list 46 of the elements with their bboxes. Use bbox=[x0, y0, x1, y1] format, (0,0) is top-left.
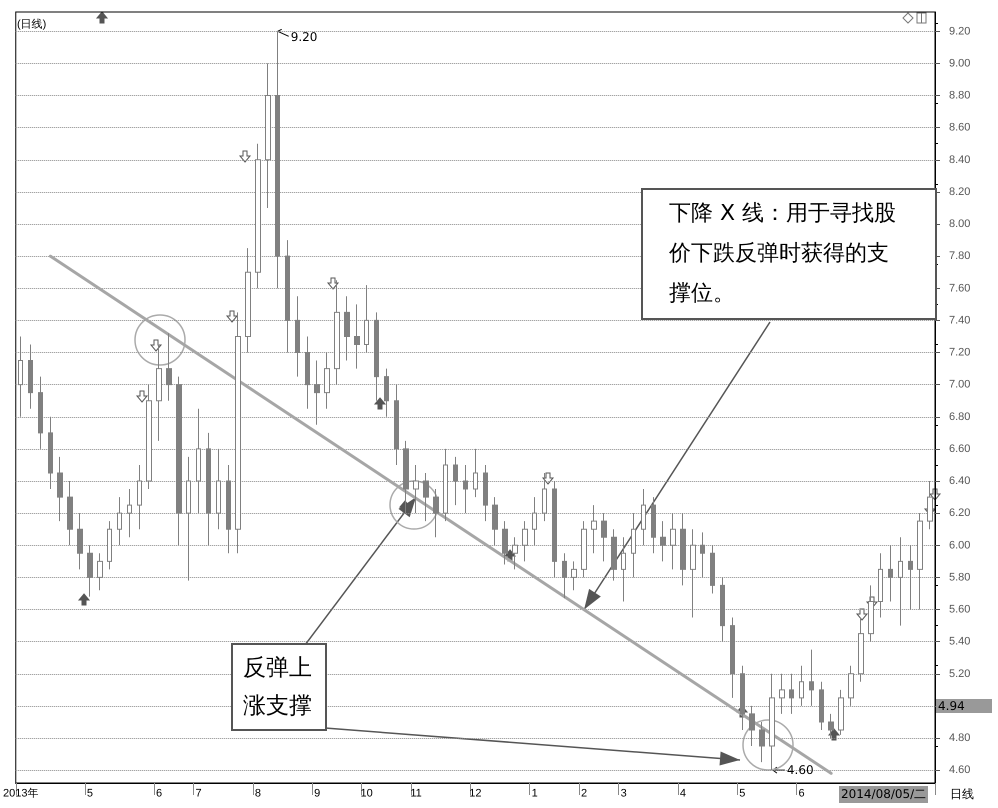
y-tick-label: 5.60 bbox=[949, 604, 970, 616]
x-tick-label: 5 bbox=[739, 788, 746, 800]
text: (日线) bbox=[17, 18, 46, 30]
y-tick-label: 7.40 bbox=[949, 314, 970, 326]
y-tick-label: 7.60 bbox=[949, 282, 970, 294]
y-tick-label: 6.00 bbox=[949, 539, 970, 552]
x-tick-label: 5 bbox=[86, 788, 93, 800]
y-tick-label: 8.20 bbox=[949, 186, 970, 198]
x-tick-label: 2 bbox=[581, 788, 588, 800]
y-tick-label: 6.80 bbox=[949, 410, 970, 423]
text: 2014/08/05/二 bbox=[839, 786, 928, 803]
y-tick-label: 6.40 bbox=[949, 475, 970, 488]
x-tick-label: 6 bbox=[156, 788, 162, 800]
y-tick-label: 5.20 bbox=[949, 668, 970, 680]
y-tick-label: 8.60 bbox=[949, 122, 970, 134]
x-tick-label: 6 bbox=[798, 788, 805, 800]
annotation: 反弹上涨支撑 bbox=[231, 643, 327, 731]
x-tick-label: 8 bbox=[254, 788, 261, 800]
y-tick-label: 9.00 bbox=[949, 57, 970, 70]
x-tick-label: 4 bbox=[680, 788, 686, 800]
text: 日线 bbox=[950, 786, 974, 803]
y-tick-label: 9.20 bbox=[949, 25, 970, 38]
x-tick-label: 2013年 bbox=[2, 788, 38, 800]
x-tick-label: 7 bbox=[196, 788, 202, 800]
y-tick-label: 7.20 bbox=[949, 346, 970, 359]
y-tick-label: 4.80 bbox=[949, 732, 970, 744]
x-tick-label: 3 bbox=[620, 788, 627, 800]
x-tick-label: 12 bbox=[469, 788, 482, 800]
y-tick-label: 8.40 bbox=[949, 154, 970, 166]
annotation: 9.20 bbox=[290, 30, 318, 44]
y-tick-label: 6.60 bbox=[949, 442, 970, 455]
y-tick-label: 8.00 bbox=[949, 218, 970, 230]
y-tick-label: 5.40 bbox=[949, 636, 970, 648]
x-tick-label: 1 bbox=[532, 788, 538, 800]
y-tick-label: 7.00 bbox=[949, 378, 970, 391]
y-tick-label: 8.80 bbox=[949, 90, 970, 102]
text: 4.94 bbox=[936, 699, 992, 713]
annotation: 4.60 bbox=[786, 763, 814, 778]
x-tick-label: 10 bbox=[360, 788, 373, 800]
y-tick-label: 6.20 bbox=[949, 507, 970, 520]
y-tick-label: 5.80 bbox=[949, 571, 970, 584]
x-tick-label: 9 bbox=[314, 788, 320, 800]
y-tick-label: 7.80 bbox=[949, 250, 970, 262]
x-tick-label: 11 bbox=[410, 788, 422, 800]
y-tick-label: 4.60 bbox=[949, 764, 970, 776]
annotation: 下降 X 线：用于寻找股价下跌反弹时获得的支撑位。 bbox=[641, 188, 937, 320]
